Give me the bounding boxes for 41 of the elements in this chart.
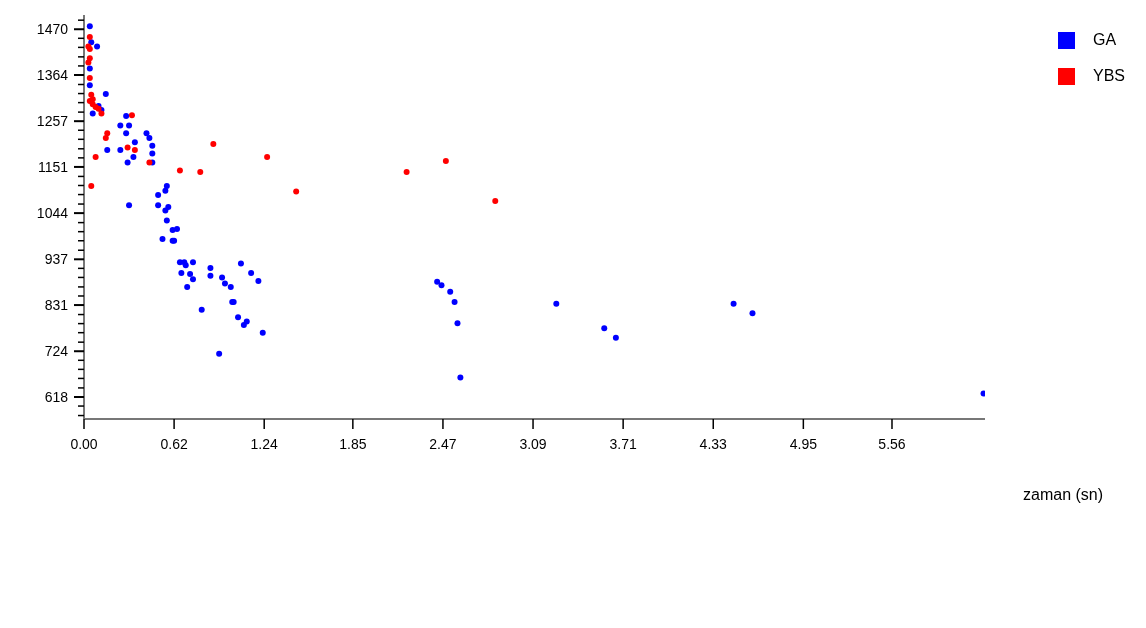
- point: [264, 154, 271, 160]
- point: [98, 110, 105, 117]
- point: [85, 59, 92, 66]
- point: [86, 75, 93, 82]
- y-tick-label: 937: [44, 251, 69, 268]
- y-tick-label: 1470: [36, 21, 69, 38]
- y-tick-label: 831: [44, 297, 69, 314]
- x-tick-label: 2.47: [429, 436, 457, 452]
- point: [92, 154, 99, 160]
- x-tick-label: 5.56: [878, 436, 906, 452]
- point: [131, 147, 138, 154]
- y-tick-label: 1364: [36, 67, 69, 83]
- point: [104, 130, 111, 137]
- legend-label: YBS: [1093, 67, 1126, 85]
- x-axis-title: zaman (sn): [1023, 486, 1104, 504]
- x-tick-label: 3.71: [609, 436, 637, 452]
- y-tick-label: 724: [44, 343, 69, 360]
- point: [86, 34, 93, 41]
- y-tick-label: 1044: [36, 205, 69, 222]
- point: [210, 141, 217, 148]
- y-tick-label: 618: [44, 388, 69, 405]
- point: [102, 135, 109, 142]
- point: [128, 112, 135, 119]
- point: [403, 169, 410, 176]
- y-tick-label: 1151: [37, 158, 69, 175]
- point: [492, 198, 499, 205]
- point: [88, 182, 95, 189]
- x-tick-label: 0.00: [70, 436, 98, 452]
- point: [293, 188, 300, 195]
- point: [176, 167, 183, 174]
- point: [197, 169, 204, 176]
- x-tick-label: 4.33: [699, 436, 728, 452]
- x-tick-label: 0.62: [160, 436, 188, 452]
- point: [442, 157, 449, 164]
- x-tick-label: 4.95: [789, 436, 818, 452]
- x-tick-label: 3.09: [519, 436, 547, 452]
- x-tick-label: 1.85: [339, 436, 367, 452]
- point: [124, 144, 131, 151]
- y-tick-label: 1257: [36, 113, 69, 130]
- legend-label: GA: [1093, 31, 1117, 49]
- x-tick-label: 1.24: [250, 436, 279, 452]
